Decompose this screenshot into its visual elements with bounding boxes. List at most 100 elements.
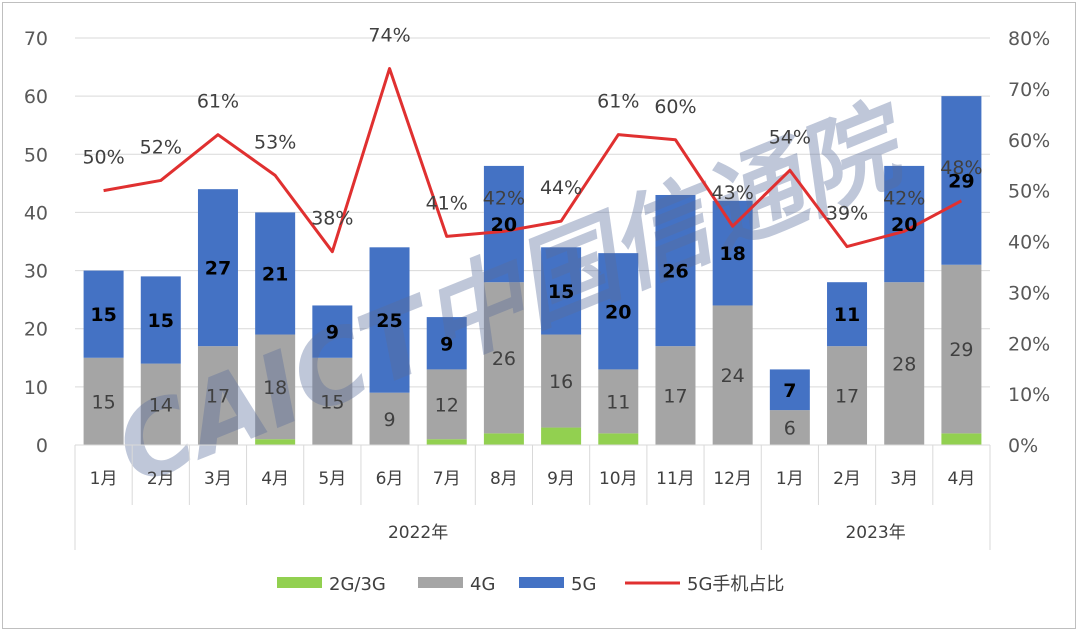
label-4g: 17 [835, 386, 859, 408]
bars-layer [83, 96, 982, 445]
label-4g: 16 [549, 371, 573, 393]
bar-2g3g [483, 433, 524, 445]
x-category-label: 11月 [656, 469, 695, 489]
right-axis: 0% 10% 20% 30% 40% 50% 60% 70% 80% [1008, 28, 1050, 457]
bar-5g [541, 247, 582, 335]
bar-4g [197, 346, 238, 445]
label-5g: 25 [376, 310, 402, 332]
label-5g: 20 [605, 301, 631, 323]
label-share: 43% [712, 182, 754, 204]
y-left-tick-label: 10 [24, 377, 48, 399]
bar-4g [255, 334, 296, 440]
label-4g: 24 [721, 365, 745, 387]
label-share: 41% [426, 192, 468, 214]
x-axis: 1月 2月 3月 4月 5月 6月 7月 8月 9月 10月 11月 12月 1月 2月 3月 4月 2022年… [74, 444, 991, 550]
bar-4g [83, 357, 124, 445]
bar-5g [426, 317, 467, 370]
label-4g: 14 [149, 394, 173, 416]
bar-4g [541, 334, 582, 428]
label-4g: 11 [606, 391, 630, 413]
x-category-label: 9月 [547, 469, 575, 489]
bar-2g3g [255, 439, 296, 445]
bar-5g [197, 189, 238, 347]
y-right-tick-label: 50% [1008, 181, 1050, 203]
label-5g: 9 [440, 333, 453, 355]
bar-4g [655, 346, 696, 445]
bar-5g [483, 165, 524, 283]
x-category-label: 4月 [947, 469, 975, 489]
y-left-tick-label: 50 [24, 144, 48, 166]
bar-2g3g [541, 427, 582, 445]
label-share: 53% [254, 131, 296, 153]
y-right-tick-label: 70% [1008, 79, 1050, 101]
bar-5g [712, 200, 753, 306]
y-right-tick-label: 40% [1008, 232, 1050, 254]
bar-4g [769, 410, 810, 445]
y-right-tick-label: 60% [1008, 130, 1050, 152]
label-4g: 17 [206, 386, 230, 408]
bar-5g [312, 305, 353, 358]
bar-2g3g [598, 433, 639, 445]
label-share: 39% [826, 203, 868, 225]
y-right-tick-label: 30% [1008, 282, 1050, 304]
bar-5g [769, 369, 810, 411]
label-5g: 29 [948, 170, 974, 192]
bar-5g [941, 96, 982, 265]
label-5g: 11 [834, 304, 860, 326]
label-5g: 15 [148, 310, 174, 332]
bar-5g [140, 276, 181, 364]
x-group-label: 2022年 [388, 523, 448, 543]
label-4g: 29 [949, 339, 973, 361]
label-5g: 20 [891, 214, 917, 236]
label-5g: 18 [719, 243, 745, 265]
label-5g: 9 [326, 322, 339, 344]
label-4g: 12 [435, 394, 459, 416]
x-category-label: 1月 [90, 469, 118, 489]
label-5g: 27 [205, 258, 231, 280]
label-4g: 26 [492, 348, 516, 370]
legend-label: 4G [470, 574, 495, 595]
label-4g: 28 [892, 354, 916, 376]
legend-swatch [519, 577, 564, 588]
y-right-tick-label: 0% [1008, 435, 1038, 457]
y-left-tick-label: 0 [36, 435, 48, 457]
label-share: 50% [82, 147, 124, 169]
label-share: 42% [883, 187, 925, 209]
bar-5g [655, 194, 696, 347]
bar-4g [312, 357, 353, 445]
label-share: 74% [368, 25, 410, 47]
label-5g: 7 [783, 380, 796, 402]
label-4g: 17 [663, 386, 687, 408]
legend-label: 5G [571, 574, 596, 595]
left-axis: 0 10 20 30 40 50 60 70 [24, 28, 48, 457]
label-4g: 6 [784, 418, 796, 440]
x-category-label: 1月 [776, 469, 804, 489]
bar-4g [426, 369, 467, 440]
x-category-label: 6月 [376, 469, 404, 489]
bar-5g [827, 282, 868, 347]
y-left-tick-label: 40 [24, 202, 48, 224]
label-share: 42% [483, 187, 525, 209]
y-left-tick-label: 20 [24, 319, 48, 341]
label-4g: 9 [383, 409, 395, 431]
x-category-label: 8月 [490, 469, 518, 489]
bar-4g [598, 369, 639, 434]
line-5g-share [103, 67, 963, 254]
legend-swatch [277, 577, 322, 588]
bar-4g [369, 392, 410, 445]
bar-4g [483, 282, 524, 434]
label-share: 48% [940, 157, 982, 179]
x-category-label: 2月 [833, 469, 861, 489]
legend: 2G/3G 4G 5G 5G手机占比 [277, 574, 784, 595]
label-share: 61% [597, 91, 639, 113]
x-category-label: 2月 [147, 469, 175, 489]
y-left-tick-label: 60 [24, 86, 48, 108]
label-share: 52% [140, 136, 182, 158]
line-layer [103, 67, 963, 254]
bar-4g [884, 282, 925, 445]
x-category-label: 4月 [261, 469, 289, 489]
label-5g: 20 [491, 214, 517, 236]
bar-2g3g [941, 433, 982, 445]
label-5g: 15 [90, 304, 116, 326]
